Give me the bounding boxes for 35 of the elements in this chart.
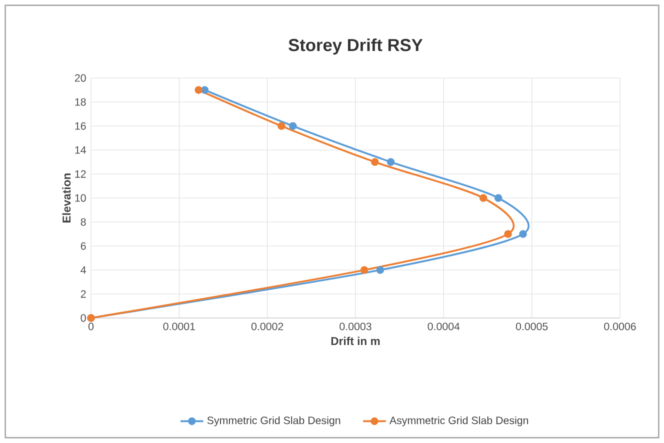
x-tick-label: 0.0002 xyxy=(251,322,284,330)
x-tick-label: 0.0003 xyxy=(340,322,372,330)
point xyxy=(360,266,368,274)
point xyxy=(504,230,512,238)
chart-title: Storey Drift RSY xyxy=(288,38,423,55)
y-tick-label: 12 xyxy=(75,170,86,178)
point xyxy=(371,158,379,166)
y-axis-title: Elevation xyxy=(62,174,71,222)
y-tick-label: 6 xyxy=(80,242,86,250)
x-tick-label: 0.0004 xyxy=(428,322,460,330)
point xyxy=(376,266,384,274)
point xyxy=(194,86,202,94)
y-tick-label: 20 xyxy=(74,74,86,82)
point xyxy=(278,122,286,130)
point xyxy=(494,194,502,202)
point xyxy=(479,194,488,202)
point xyxy=(386,158,395,166)
y-tick-label: 8 xyxy=(80,218,86,226)
y-tick-label: 16 xyxy=(75,122,86,130)
point xyxy=(200,86,209,94)
point xyxy=(519,230,527,238)
legend-label: Asymmetric Grid Slab Design xyxy=(389,416,528,426)
x-tick-label: 0.0006 xyxy=(604,322,636,330)
y-tick-label: 18 xyxy=(75,98,86,106)
x-tick-label: 0.0001 xyxy=(163,322,195,330)
y-tick-label: 14 xyxy=(75,146,86,154)
y-tick-label: 2 xyxy=(80,290,86,298)
x-axis-title: Drift in m xyxy=(331,336,380,346)
y-tick-label: 0 xyxy=(80,314,86,322)
y-tick-label: 10 xyxy=(75,194,86,202)
legend-label: Symmetric Grid Slab Design xyxy=(207,416,340,426)
x-tick-label: 0 xyxy=(88,322,94,330)
x-tick-label: 0.0005 xyxy=(516,322,548,330)
y-tick-label: 4 xyxy=(80,266,86,274)
point xyxy=(289,122,297,130)
